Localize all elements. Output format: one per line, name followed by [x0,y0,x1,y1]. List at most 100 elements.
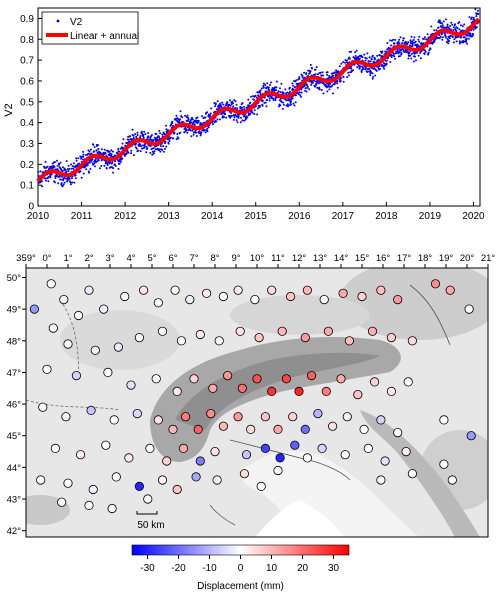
data-point [69,181,72,184]
data-point [159,145,162,147]
data-point [468,34,471,37]
gnss-station [275,453,285,463]
data-point [401,42,404,45]
gnss-station [38,402,48,412]
data-point [75,177,77,180]
gnss-station [189,374,199,384]
timeseries-legend: V2 Linear + annual [41,11,139,45]
x-tick-label: 2011 [71,211,93,222]
data-point [411,45,414,47]
data-point [136,134,139,136]
data-point [187,118,190,121]
lon-tick-label: 6° [168,253,177,264]
gnss-station [86,405,96,415]
lon-tick-label: 2° [84,253,93,264]
data-point [152,139,155,142]
gnss-station [327,421,338,431]
data-point [317,73,319,76]
data-point [427,51,430,54]
data-point [262,82,265,85]
data-point [44,177,47,180]
data-point [82,172,85,175]
data-point [249,112,252,115]
data-point [410,57,413,60]
gnss-station [162,456,172,466]
data-point [266,82,269,85]
data-point [372,75,375,78]
lon-tick-label: 21° [481,253,496,264]
data-point [49,176,52,179]
data-point [241,106,243,109]
data-point [309,70,312,73]
data-point [119,147,122,150]
data-point [286,91,289,94]
gnss-station [340,450,350,460]
data-point [444,35,447,38]
data-point [132,134,135,137]
data-point [54,181,56,184]
data-point [134,146,137,149]
gnss-station [357,291,367,302]
data-point [268,97,271,100]
data-point [336,79,339,82]
gnss-station [250,294,260,305]
data-point [57,182,60,185]
y-tick-label: 0.2 [20,160,34,171]
data-point [333,71,336,74]
data-point [161,133,164,136]
data-point [291,82,294,85]
data-point [322,92,325,95]
gnss-station [214,336,224,346]
data-point [149,151,152,154]
data-point [61,175,64,178]
data-point [219,118,221,121]
data-point [445,36,448,39]
data-point [348,74,350,77]
data-point [273,89,276,92]
data-point [214,102,217,105]
data-point [463,23,466,26]
lon-tick-label: 8° [210,253,219,264]
data-point [354,51,357,54]
data-point [90,160,93,163]
gnss-station [281,374,291,384]
data-point [275,86,278,89]
data-point [304,87,307,90]
data-point [385,59,388,62]
data-point [50,173,53,176]
data-point [259,105,261,107]
data-point [98,167,101,170]
data-point [308,88,311,91]
data-point [340,77,343,80]
data-point [370,58,373,61]
data-point [214,105,216,108]
data-point [37,170,40,173]
data-point [165,124,167,127]
data-point [365,66,367,69]
data-point [172,137,175,140]
data-point [459,40,462,43]
data-point [402,48,405,51]
lat-tick-label: 45° [7,431,22,442]
data-point [410,35,413,38]
gnss-station [151,374,161,384]
data-point [475,15,478,18]
data-point [186,131,189,134]
data-point [472,33,475,36]
data-point [234,107,237,109]
data-point [287,105,289,108]
colorbar-tick-label: 20 [297,563,309,574]
data-point [273,88,276,91]
data-point [477,9,480,12]
gnss-station [376,415,386,425]
data-point [384,64,386,67]
gnss-station [369,377,380,387]
gnss-station [84,285,94,295]
data-point [336,82,339,85]
data-point [273,86,276,89]
gnss-station [111,472,121,482]
data-point [100,148,103,151]
data-point [164,147,166,150]
data-point [138,145,141,147]
data-point [390,44,393,47]
